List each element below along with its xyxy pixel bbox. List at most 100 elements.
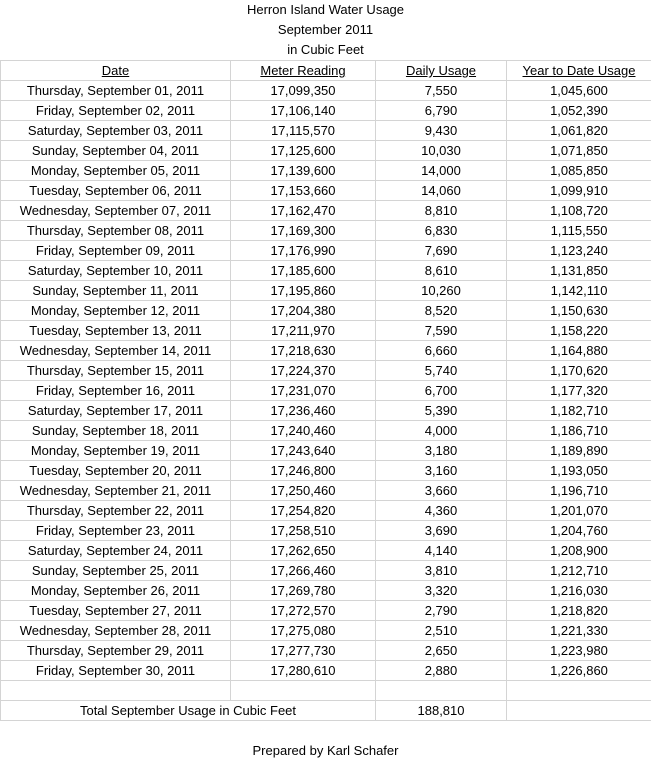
daily-usage-cell: 3,180 — [376, 441, 507, 461]
date-cell: Wednesday, September 28, 2011 — [1, 621, 231, 641]
meter-reading-cell: 17,262,650 — [231, 541, 376, 561]
meter-reading-cell: 17,254,820 — [231, 501, 376, 521]
daily-usage-cell: 2,650 — [376, 641, 507, 661]
date-cell: Thursday, September 29, 2011 — [1, 641, 231, 661]
date-cell: Tuesday, September 20, 2011 — [1, 461, 231, 481]
date-cell: Friday, September 23, 2011 — [1, 521, 231, 541]
title-line-3: in Cubic Feet — [0, 40, 651, 60]
daily-usage-cell: 8,520 — [376, 301, 507, 321]
meter-reading-cell: 17,176,990 — [231, 241, 376, 261]
blank-cell — [376, 681, 507, 701]
ytd-usage-cell: 1,071,850 — [507, 141, 651, 161]
date-cell: Monday, September 05, 2011 — [1, 161, 231, 181]
daily-usage-cell: 6,660 — [376, 341, 507, 361]
date-cell: Thursday, September 22, 2011 — [1, 501, 231, 521]
daily-usage-cell: 2,790 — [376, 601, 507, 621]
title-block: Herron Island Water Usage September 2011… — [0, 0, 651, 61]
date-cell: Sunday, September 25, 2011 — [1, 561, 231, 581]
date-cell: Wednesday, September 14, 2011 — [1, 341, 231, 361]
daily-usage-cell: 8,610 — [376, 261, 507, 281]
ytd-usage-cell: 1,123,240 — [507, 241, 651, 261]
meter-reading-cell: 17,162,470 — [231, 201, 376, 221]
daily-usage-cell: 4,360 — [376, 501, 507, 521]
date-cell: Thursday, September 08, 2011 — [1, 221, 231, 241]
date-cell: Friday, September 16, 2011 — [1, 381, 231, 401]
date-cell: Monday, September 12, 2011 — [1, 301, 231, 321]
daily-usage-cell: 4,140 — [376, 541, 507, 561]
daily-usage-cell: 5,390 — [376, 401, 507, 421]
daily-usage-cell: 6,830 — [376, 221, 507, 241]
ytd-usage-cell: 1,142,110 — [507, 281, 651, 301]
date-cell: Friday, September 02, 2011 — [1, 101, 231, 121]
footer-block: Prepared by Karl Schafer — [0, 720, 651, 782]
daily-usage-cell: 2,880 — [376, 661, 507, 681]
daily-usage-cell: 6,790 — [376, 101, 507, 121]
title-line-1: Herron Island Water Usage — [0, 0, 651, 20]
date-cell: Sunday, September 11, 2011 — [1, 281, 231, 301]
date-cell: Tuesday, September 27, 2011 — [1, 601, 231, 621]
meter-reading-cell: 17,231,070 — [231, 381, 376, 401]
date-cell: Thursday, September 01, 2011 — [1, 81, 231, 101]
date-cell: Tuesday, September 13, 2011 — [1, 321, 231, 341]
daily-usage-cell: 7,690 — [376, 241, 507, 261]
meter-reading-cell: 17,195,860 — [231, 281, 376, 301]
date-cell: Sunday, September 04, 2011 — [1, 141, 231, 161]
ytd-usage-cell: 1,212,710 — [507, 561, 651, 581]
date-cell: Friday, September 09, 2011 — [1, 241, 231, 261]
daily-usage-cell: 4,000 — [376, 421, 507, 441]
date-cell: Wednesday, September 21, 2011 — [1, 481, 231, 501]
daily-usage-cell: 7,550 — [376, 81, 507, 101]
meter-reading-cell: 17,240,460 — [231, 421, 376, 441]
meter-reading-cell: 17,236,460 — [231, 401, 376, 421]
daily-usage-cell: 9,430 — [376, 121, 507, 141]
usage-table: Date Meter Reading Daily Usage Year to D… — [0, 60, 651, 721]
ytd-usage-cell: 1,061,820 — [507, 121, 651, 141]
header-ytd-label: Year to Date Usage — [523, 63, 636, 78]
total-label: Total September Usage in Cubic Feet — [1, 701, 376, 721]
meter-reading-cell: 17,218,630 — [231, 341, 376, 361]
date-cell: Thursday, September 15, 2011 — [1, 361, 231, 381]
blank-row — [1, 681, 651, 701]
ytd-usage-cell: 1,221,330 — [507, 621, 651, 641]
meter-reading-cell: 17,211,970 — [231, 321, 376, 341]
ytd-usage-cell: 1,158,220 — [507, 321, 651, 341]
ytd-usage-cell: 1,131,850 — [507, 261, 651, 281]
date-cell: Saturday, September 03, 2011 — [1, 121, 231, 141]
date-cell: Saturday, September 17, 2011 — [1, 401, 231, 421]
ytd-usage-cell: 1,045,600 — [507, 81, 651, 101]
daily-usage-cell: 2,510 — [376, 621, 507, 641]
meter-reading-cell: 17,266,460 — [231, 561, 376, 581]
daily-usage-cell: 6,700 — [376, 381, 507, 401]
header-date: Date — [1, 61, 231, 81]
blank-cell — [231, 681, 376, 701]
meter-reading-cell: 17,250,460 — [231, 481, 376, 501]
meter-reading-cell: 17,258,510 — [231, 521, 376, 541]
daily-usage-cell: 7,590 — [376, 321, 507, 341]
ytd-usage-cell: 1,216,030 — [507, 581, 651, 601]
daily-usage-cell: 5,740 — [376, 361, 507, 381]
daily-usage-cell: 3,810 — [376, 561, 507, 581]
ytd-usage-cell: 1,052,390 — [507, 101, 651, 121]
date-cell: Wednesday, September 07, 2011 — [1, 201, 231, 221]
ytd-usage-cell: 1,196,710 — [507, 481, 651, 501]
header-row: Date Meter Reading Daily Usage Year to D… — [1, 61, 651, 81]
ytd-usage-cell: 1,182,710 — [507, 401, 651, 421]
ytd-usage-cell: 1,193,050 — [507, 461, 651, 481]
